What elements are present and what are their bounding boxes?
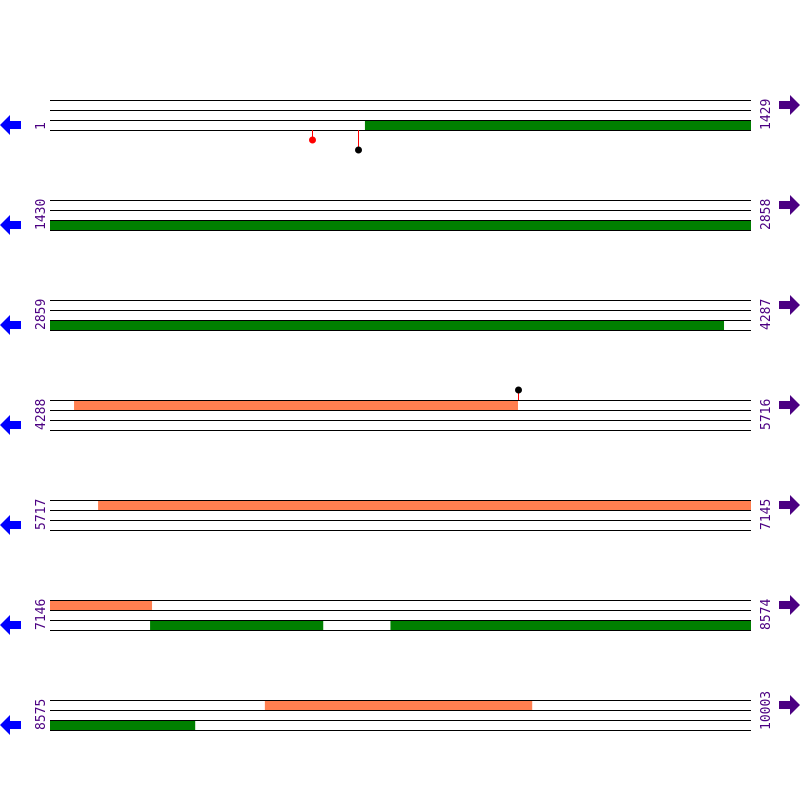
row-end-label: 1429 [759, 99, 774, 130]
forward-feature-bar [50, 720, 196, 730]
arrow-left-icon [0, 615, 21, 635]
map-row: 8575 10003 [0, 691, 800, 735]
arrow-right-icon [779, 295, 800, 315]
arrow-right-icon [779, 595, 800, 615]
arrow-left-icon [0, 315, 21, 335]
row-end-label: 2858 [759, 199, 774, 230]
row-end-label: 8574 [759, 599, 774, 630]
arrow-left-icon [0, 215, 21, 235]
arrow-right-icon [779, 95, 800, 115]
forward-feature-bar [50, 320, 725, 330]
reverse-feature-bar [50, 600, 153, 610]
arrow-right-icon [779, 495, 800, 515]
row-start-label: 4288 [34, 399, 49, 430]
row-end-label: 10003 [759, 691, 774, 730]
row-start-label: 8575 [34, 699, 49, 730]
map-row: 4288 5716 [0, 386, 800, 435]
forward-feature-bar [150, 620, 324, 630]
map-row: 5717 7145 [0, 495, 800, 535]
arrow-right-icon [779, 195, 800, 215]
arrow-left-icon [0, 115, 21, 135]
marker-dot [355, 146, 362, 154]
row-start-label: 5717 [34, 499, 49, 530]
map-row: 1430 2858 [0, 195, 800, 235]
arrow-left-icon [0, 415, 21, 435]
marker-dot [515, 386, 522, 394]
map-row: 2859 4287 [0, 295, 800, 335]
map-row: 7146 8574 [0, 595, 800, 635]
reverse-feature-bar [74, 400, 518, 410]
row-start-label: 1430 [34, 199, 49, 230]
arrow-left-icon [0, 715, 21, 735]
row-start-label: 7146 [34, 599, 49, 630]
marker-dot [309, 136, 316, 144]
arrow-right-icon [779, 695, 800, 715]
row-end-label: 5716 [759, 399, 774, 430]
row-end-label: 4287 [759, 299, 774, 330]
map-row: 1 1429 [0, 95, 800, 154]
forward-feature-bar [50, 220, 751, 230]
row-start-label: 1 [34, 122, 49, 130]
reverse-feature-bar [98, 500, 752, 510]
arrow-left-icon [0, 515, 21, 535]
forward-feature-bar [364, 120, 751, 130]
forward-feature-bar [390, 620, 751, 630]
row-end-label: 7145 [759, 499, 774, 530]
reverse-feature-bar [264, 700, 533, 710]
arrow-right-icon [779, 395, 800, 415]
row-start-label: 2859 [34, 299, 49, 330]
